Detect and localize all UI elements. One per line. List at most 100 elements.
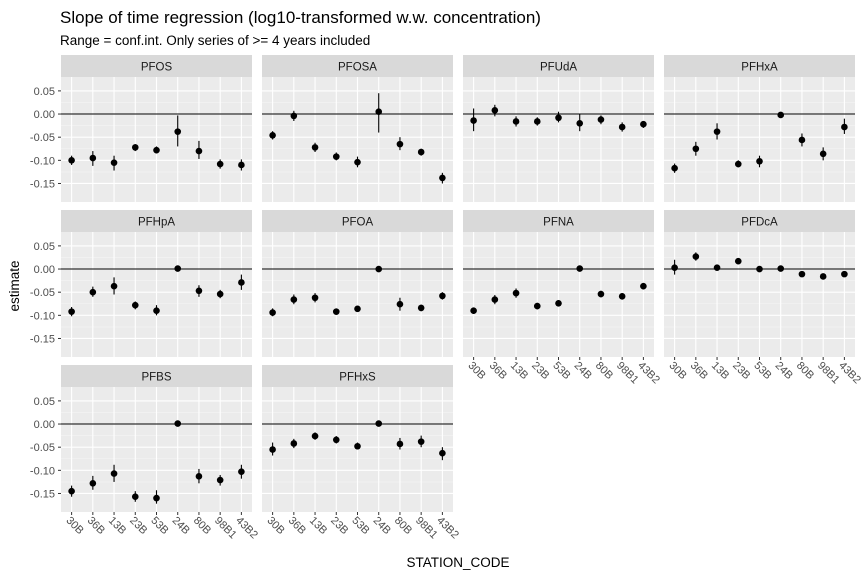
facet-title: PFUdA — [540, 62, 577, 74]
estimate-point — [332, 436, 340, 444]
estimate-point — [195, 287, 203, 295]
y-tick-label: -0.15 — [30, 488, 55, 500]
facet-panel: PFOS -0.15 -0.10 -0.05 0.00 0.05 — [30, 55, 252, 202]
x-tick-label: 24B — [170, 515, 192, 537]
estimate-point — [512, 289, 520, 297]
facet-title: PFHxA — [741, 62, 778, 74]
y-tick-label: -0.10 — [30, 310, 55, 322]
estimate-point — [238, 161, 245, 169]
estimate-point — [640, 120, 647, 128]
y-tick-label: -0.05 — [30, 442, 55, 454]
x-tick-label: 23B — [529, 360, 551, 382]
estimate-point — [618, 123, 626, 131]
facet-panels: PFOS -0.15 -0.10 -0.05 0.00 0.05 PFOSA PFUdA PFH… — [30, 55, 863, 541]
facet-panel: PFHpA -0.15 -0.10 -0.05 0.00 0.05 — [30, 210, 252, 357]
x-tick-label: 80B — [794, 360, 816, 382]
estimate-point — [269, 309, 276, 316]
estimate-point — [777, 111, 785, 119]
estimate-point — [841, 123, 848, 131]
x-tick-label: 98B1 — [212, 515, 239, 542]
estimate-point — [533, 302, 541, 310]
estimate-point — [439, 449, 446, 457]
y-tick-label: -0.15 — [30, 178, 55, 190]
x-tick-label: 36B — [688, 360, 710, 382]
y-axis-title: estimate — [7, 260, 22, 311]
estimate-point — [777, 265, 785, 272]
x-tick-label: 13B — [307, 515, 329, 537]
x-tick-label: 23B — [730, 360, 752, 382]
estimate-point — [354, 158, 361, 166]
estimate-point — [470, 307, 477, 315]
estimate-point — [110, 282, 118, 290]
estimate-point — [153, 146, 160, 154]
estimate-point — [153, 307, 160, 315]
x-tick-label: 53B — [751, 360, 773, 382]
estimate-point — [555, 114, 562, 122]
estimate-point — [375, 108, 383, 116]
x-tick-label: 80B — [392, 515, 414, 537]
estimate-point — [576, 119, 584, 127]
x-tick-label: 23B — [127, 515, 149, 537]
x-tick-label: 98B1 — [815, 360, 842, 387]
facet-strip — [463, 55, 654, 77]
estimate-point — [597, 116, 605, 123]
x-tick-label: 80B — [593, 360, 615, 382]
x-tick-label: 36B — [487, 360, 509, 382]
estimate-point — [798, 136, 806, 144]
x-tick-label: 13B — [709, 360, 731, 382]
estimate-point — [491, 107, 499, 114]
estimate-point — [89, 154, 97, 162]
estimate-point — [216, 476, 224, 484]
estimate-point — [110, 159, 118, 166]
estimate-point — [354, 442, 361, 450]
x-axis-title: STATION_CODE — [406, 555, 509, 570]
estimate-point — [671, 164, 678, 172]
x-tick-label: 13B — [106, 515, 128, 537]
x-tick-label: 43B2 — [635, 360, 662, 387]
x-tick-label: 98B1 — [413, 515, 440, 542]
estimate-point — [216, 290, 224, 298]
estimate-point — [819, 150, 827, 158]
estimate-point — [841, 270, 848, 278]
estimate-point — [174, 128, 182, 135]
estimate-point — [375, 265, 383, 273]
x-tick-label: 30B — [264, 515, 286, 537]
estimate-point — [396, 440, 404, 448]
estimate-point — [195, 147, 203, 155]
facet-strip — [664, 55, 855, 77]
facet-panel: PFBS -0.15 -0.10 -0.05 0.00 0.05 30B36B13B23B5… — [30, 365, 260, 541]
estimate-point — [68, 308, 75, 315]
estimate-point — [439, 174, 446, 182]
x-tick-label: 53B — [550, 360, 572, 382]
facet-title: PFDcA — [741, 217, 778, 229]
x-tick-label: 23B — [328, 515, 350, 537]
estimate-point — [131, 144, 139, 151]
y-tick-label: -0.05 — [30, 287, 55, 299]
estimate-point — [756, 265, 763, 273]
estimate-point — [354, 305, 361, 313]
estimate-point — [692, 145, 700, 153]
estimate-point — [238, 279, 245, 286]
y-tick-label: -0.10 — [30, 465, 55, 477]
estimate-point — [131, 301, 139, 309]
estimate-point — [269, 132, 276, 139]
facet-panel: PFUdA — [463, 55, 654, 202]
y-tick-label: 0.05 — [34, 241, 55, 253]
facet-title: PFNA — [543, 217, 574, 229]
x-tick-label: 24B — [371, 515, 393, 537]
estimate-point — [153, 494, 160, 502]
facet-title: PFOSA — [338, 62, 377, 74]
estimate-point — [269, 446, 276, 453]
estimate-point — [332, 308, 340, 315]
estimate-point — [819, 273, 827, 280]
estimate-point — [89, 288, 97, 296]
x-tick-label: 43B2 — [836, 360, 863, 387]
estimate-point — [713, 264, 721, 271]
estimate-point — [470, 117, 477, 124]
x-tick-label: 98B1 — [614, 360, 641, 387]
estimate-point — [174, 420, 182, 427]
estimate-point — [555, 299, 562, 307]
x-tick-label: 53B — [148, 515, 170, 537]
